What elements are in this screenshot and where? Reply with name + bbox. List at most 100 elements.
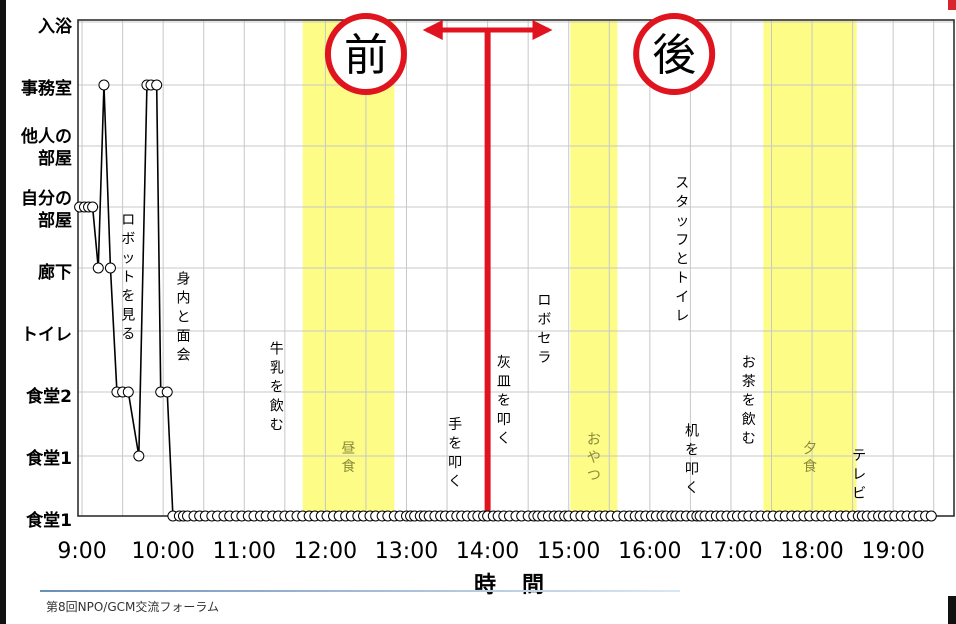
annotation-char: 叩 [685, 461, 699, 477]
meal-label-char: お [587, 432, 601, 448]
annotation-char: 牛 [270, 342, 284, 358]
y-axis-label: 食堂1 [26, 448, 72, 469]
annotation-char: と [675, 251, 689, 267]
before-marker-circle [324, 13, 407, 95]
location-series [74, 79, 937, 522]
y-axis-label: 他人の部屋 [20, 126, 72, 169]
annotation-vertical: テレビ [852, 448, 866, 502]
frame-left [0, 0, 6, 624]
annotation-char: ボ [537, 312, 551, 328]
after-marker-circle [633, 13, 716, 95]
annotation-char: 叩 [497, 412, 511, 428]
y-axis-label: トイレ [21, 325, 72, 345]
meal-label-char: つ [587, 468, 601, 484]
x-tick-label: 13:00 [375, 539, 438, 564]
annotation-char: ラ [537, 350, 551, 366]
corner-mark [948, 0, 956, 10]
annotation-char: を [685, 442, 699, 458]
divider-arrow-right [532, 20, 553, 40]
footer-line [40, 590, 680, 592]
annotation-char: 見 [121, 308, 135, 324]
data-point [925, 510, 937, 522]
annotation-char: る [121, 327, 135, 343]
data-point [98, 79, 110, 91]
x-tick-label: 9:00 [57, 539, 106, 564]
annotation-char: ス [675, 175, 689, 191]
before-marker-text: 前 [344, 30, 388, 81]
y-axis-label: 食堂2 [26, 386, 72, 407]
after-marker-text: 後 [652, 30, 696, 81]
before-after-divider [422, 20, 553, 516]
annotation-char: テ [852, 448, 866, 464]
x-tick-label: 11:00 [213, 539, 276, 564]
annotation-char: 皿 [497, 374, 511, 390]
annotation-char: 手 [448, 417, 462, 433]
annotation-char: を [497, 393, 511, 409]
meal-label-char: 食 [803, 458, 817, 475]
annotation-char: イ [675, 289, 689, 305]
annotation-char: レ [852, 467, 866, 483]
annotation-char: 灰 [497, 355, 511, 371]
annotation-char: お [742, 355, 756, 371]
annotation-char: ロ [537, 293, 551, 309]
x-tick-label: 17:00 [699, 539, 762, 564]
data-point [133, 450, 145, 462]
annotation-char: ロ [121, 213, 135, 229]
x-tick-label: 10:00 [131, 539, 194, 564]
annotation-char: を [448, 436, 462, 452]
footer-text: 第8回NPO/GCM交流フォーラム [46, 600, 220, 614]
annotation-char: 飲 [742, 412, 756, 428]
annotation-char: を [121, 289, 135, 305]
annotation-char: 内 [176, 291, 190, 307]
meal-label-char: 昼 [342, 441, 356, 457]
annotation-char: レ [675, 308, 689, 324]
x-tick-label: 16:00 [618, 539, 681, 564]
annotation-char: 飲 [270, 399, 284, 415]
annotation-char: ッ [675, 213, 689, 229]
data-point [104, 262, 116, 274]
annotation-char: タ [675, 194, 689, 210]
x-tick-label: 12:00 [294, 539, 357, 564]
meal-label-char: 夕 [803, 441, 817, 457]
annotation-char: ト [121, 270, 135, 286]
annotation-char: と [176, 310, 190, 326]
annotation-char: ボ [121, 232, 135, 248]
data-point [92, 262, 104, 274]
annotation-char: 会 [176, 348, 190, 364]
annotation-char: む [742, 431, 756, 447]
meal-label-char: 食 [342, 458, 356, 475]
x-tick-label: 19:00 [861, 539, 924, 564]
annotation-char: フ [675, 232, 689, 248]
annotation-char: 机 [685, 423, 699, 439]
y-axis-label: 自分の部屋 [21, 188, 72, 231]
y-axis-label: 事務室 [21, 78, 72, 99]
data-point [87, 201, 99, 213]
annotation-char: く [685, 480, 699, 496]
annotation-char: 乳 [270, 361, 284, 377]
divider-arrow-left [422, 20, 443, 40]
x-axis-title: 時 間 [474, 573, 546, 598]
annotation-char: く [497, 431, 511, 447]
before-after-markers: 前後 [324, 13, 716, 95]
annotation-char: 身 [176, 272, 190, 288]
annotation-char: く [448, 474, 462, 490]
y-axis-label: 廊下 [38, 262, 72, 283]
annotation-char: セ [537, 331, 551, 347]
activity-annotations: テレビテレビテレビテレビテレビロボットを見る身内と面会牛乳を飲む手を叩く灰皿を叩… [121, 175, 866, 502]
y-axis-label: 食堂1 [26, 510, 72, 531]
annotation-char: 茶 [742, 374, 756, 390]
x-tick-label: 14:00 [456, 539, 519, 564]
frame-right [948, 596, 956, 624]
x-tick-label: 15:00 [537, 539, 600, 564]
annotation-char: 面 [176, 329, 190, 345]
annotation-char: ッ [121, 251, 135, 267]
